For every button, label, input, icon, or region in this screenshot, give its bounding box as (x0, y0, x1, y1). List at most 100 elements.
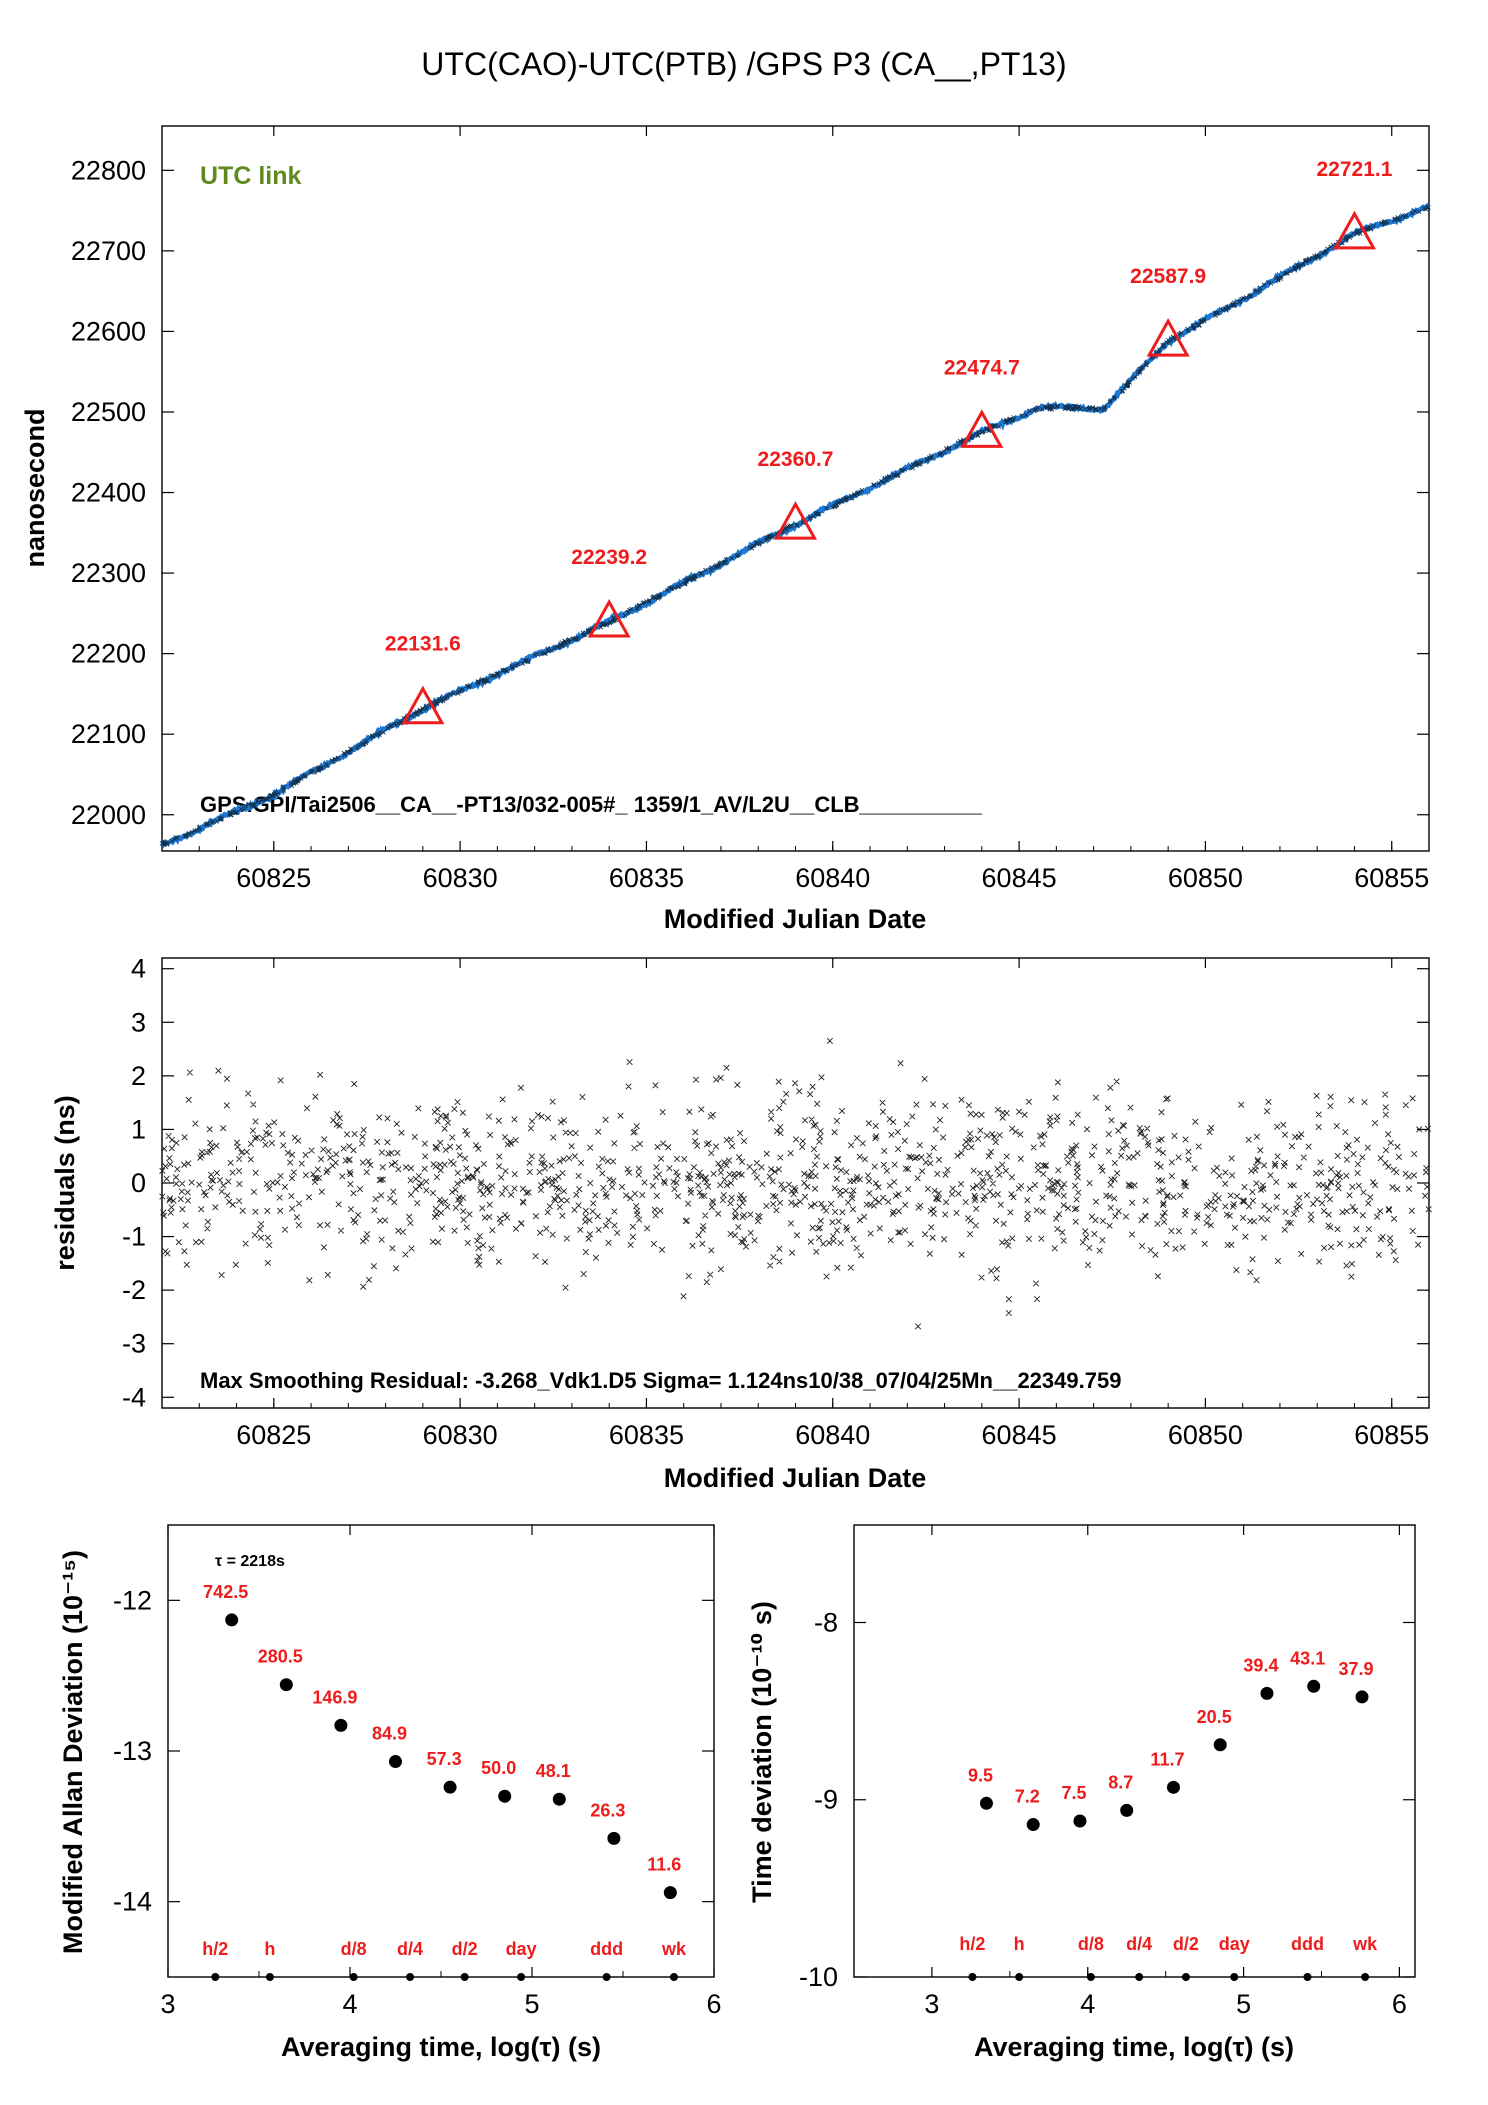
page-title: UTC(CAO)-UTC(PTB) /GPS P3 (CA__,PT13) (421, 46, 1066, 82)
y-tick-label: 22300 (71, 558, 146, 588)
x-tick-label: 60845 (982, 1420, 1057, 1450)
y-tick-label: 22400 (71, 478, 146, 508)
time-mark-dot (211, 1973, 220, 1981)
deviation-label: 742.5 (203, 1582, 248, 1602)
deviation-label: 20.5 (1197, 1707, 1232, 1727)
marker-triangle (1332, 210, 1377, 250)
time-mark-label: wk (1352, 1934, 1378, 1954)
x-tick-label: 60850 (1168, 863, 1243, 893)
deviation-point (1166, 1780, 1180, 1794)
deviation-point (1260, 1686, 1274, 1700)
deviation-label: 39.4 (1243, 1655, 1278, 1675)
x-tick-label: 60835 (609, 863, 684, 893)
mdev-panel: Averaging time, log(τ) (s) Modified Alla… (58, 1524, 722, 2062)
y-tick-label: -9 (814, 1785, 838, 1815)
y-tick-label: 1 (131, 1114, 146, 1144)
x-tick-label: 60840 (795, 1420, 870, 1450)
y-tick-label: 22100 (71, 719, 146, 749)
residuals-axes: 60825 60830 60835 60840 60845 60850 60855 -4 -3 -… (122, 954, 1430, 1450)
y-tick-label: -3 (122, 1329, 146, 1359)
time-mark-label: d/2 (1173, 1934, 1199, 1954)
deviation-label: 7.5 (1061, 1783, 1086, 1803)
y-tick-label: 22700 (71, 236, 146, 266)
time-mark-dot (265, 1973, 274, 1981)
time-mark-dot (406, 1973, 415, 1981)
deviation-point (498, 1789, 512, 1803)
y-tick-label: -1 (122, 1222, 146, 1252)
timeseries-points (159, 202, 1431, 849)
time-mark-dot (669, 1973, 678, 1981)
deviation-point (279, 1678, 293, 1692)
y-tick-label: 22800 (71, 155, 146, 185)
deviation-label: 9.5 (968, 1765, 993, 1785)
deviation-point (1355, 1690, 1369, 1704)
time-mark-dot (1230, 1973, 1239, 1981)
y-tick-label: 2 (131, 1061, 146, 1091)
time-mark-label: day (1219, 1934, 1250, 1954)
x-tick-label: 60825 (236, 863, 311, 893)
utc-link-label: UTC link (200, 162, 301, 190)
time-mark-dot (1086, 1973, 1095, 1981)
time-mark-label: h (264, 1939, 275, 1959)
y-tick-label: -14 (113, 1887, 152, 1917)
time-mark-dot (1303, 1973, 1312, 1981)
tdev-axes: 3 4 5 6 -8 -9 -10 (799, 1525, 1415, 2019)
timeseries-frame (161, 125, 1430, 852)
x-tick-label: 60850 (1168, 1420, 1243, 1450)
deviation-point (389, 1755, 402, 1769)
deviation-label: 8.7 (1108, 1772, 1133, 1792)
time-mark-dot (349, 1973, 358, 1981)
y-tick-label: 0 (131, 1168, 146, 1198)
residual-crosses (159, 1037, 1432, 1330)
mdev-points: 742.5 280.5 146.9 84.9 57.3 50.0 48.1 26.3 11.6 h… (202, 1582, 687, 1981)
time-mark-label: d/4 (397, 1939, 423, 1959)
x-tick-label: 6 (1392, 1989, 1407, 2019)
x-tick-label: 60835 (609, 1420, 684, 1450)
x-tick-label: 3 (924, 1989, 939, 2019)
marker-triangle (773, 501, 818, 540)
time-mark-label: d/4 (1126, 1934, 1152, 1954)
time-mark-dot (517, 1973, 526, 1981)
deviation-point (225, 1613, 239, 1627)
deviation-point (1120, 1803, 1134, 1817)
deviation-label: 280.5 (258, 1647, 303, 1667)
y-tick-label: -13 (113, 1736, 152, 1766)
time-mark-label: h/2 (202, 1939, 228, 1959)
y-tick-label: -12 (113, 1585, 152, 1615)
time-mark-label: h/2 (959, 1934, 985, 1954)
x-tick-label: 6 (706, 1989, 721, 2019)
x-tick-label: 60845 (982, 863, 1057, 893)
time-mark-label: ddd (1291, 1934, 1324, 1954)
time-mark-dot (1361, 1973, 1370, 1981)
timeseries-xlabel: Modified Julian Date (664, 904, 927, 934)
deviation-point (334, 1718, 348, 1732)
deviation-label: 11.6 (647, 1855, 681, 1875)
marker-triangle (960, 409, 1004, 448)
deviation-point (443, 1780, 457, 1794)
y-tick-label: 4 (131, 954, 146, 984)
x-tick-label: 60840 (795, 863, 870, 893)
deviation-point (1307, 1679, 1321, 1693)
timeseries-axes: 60825 60830 60835 60840 60845 60850 60855 22000… (71, 126, 1430, 893)
x-tick-label: 5 (524, 1989, 539, 2019)
deviation-label: 11.7 (1150, 1749, 1184, 1769)
timeseries-ylabel: nanosecond (20, 408, 50, 567)
deviation-label: 43.1 (1290, 1648, 1325, 1668)
timeseries-footer-text: GPS.GPI/Tai2506__CA__-PT13/032-005#_ 135… (200, 792, 983, 817)
time-mark-dot (1015, 1973, 1024, 1981)
marker-label: 22131.6 (385, 633, 461, 656)
x-tick-label: 4 (342, 1989, 357, 2019)
time-mark-dot (968, 1973, 977, 1981)
y-tick-label: 22500 (71, 397, 146, 427)
time-mark-label: d/8 (341, 1939, 367, 1959)
residuals-xlabel: Modified Julian Date (664, 1463, 927, 1493)
marker-label: 22360.7 (758, 448, 834, 471)
marker-triangle (587, 598, 631, 638)
residuals-points (159, 1037, 1432, 1330)
deviation-label: 48.1 (536, 1761, 571, 1781)
marker-triangle (1146, 318, 1190, 357)
deviation-point (663, 1886, 677, 1900)
deviation-point (1026, 1818, 1040, 1832)
time-mark-label: day (506, 1939, 537, 1959)
